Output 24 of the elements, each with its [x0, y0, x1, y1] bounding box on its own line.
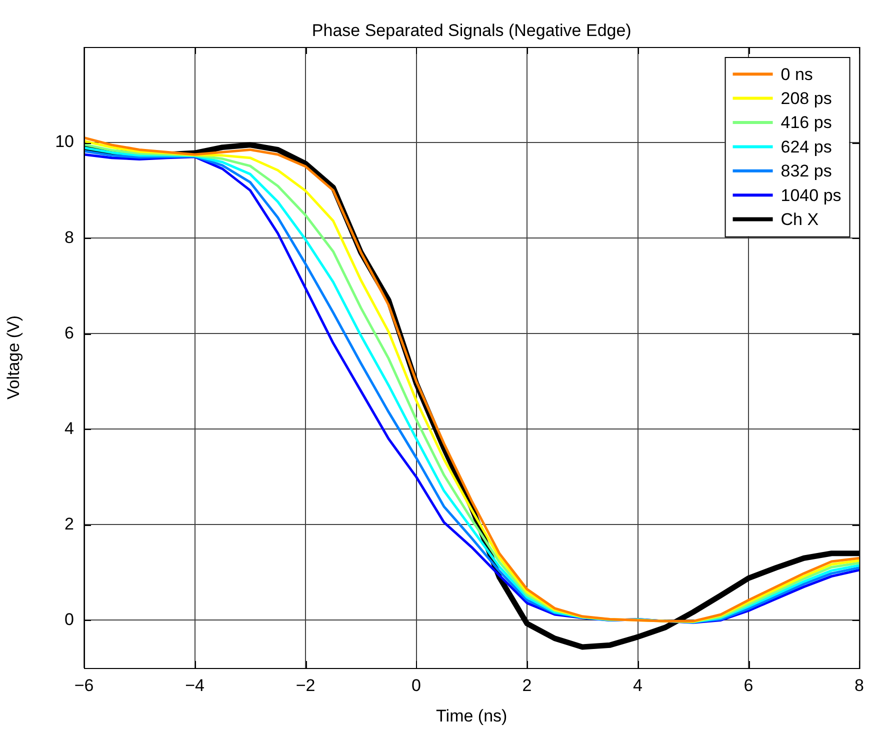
- y-tick-label: 8: [64, 228, 74, 247]
- legend-label: 208 ps: [780, 88, 832, 108]
- legend-label: 416 ps: [780, 113, 832, 132]
- x-tick-label: 4: [633, 676, 642, 695]
- legend-label: 1040 ps: [780, 186, 842, 205]
- legend-label: Ch X: [780, 210, 819, 229]
- y-tick-label: 10: [55, 132, 74, 152]
- legend-label: 624 ps: [780, 137, 832, 156]
- x-axis-title: Time (ns): [436, 706, 508, 726]
- y-tick-label: 4: [64, 418, 74, 438]
- y-tick-label: 2: [64, 514, 74, 534]
- x-tick-label: 6: [744, 676, 754, 695]
- legend-label: 0 ns: [780, 64, 813, 84]
- legend-label: 832 ps: [780, 162, 832, 181]
- x-tick-label: 2: [522, 676, 532, 695]
- x-tick-label: −4: [185, 676, 204, 695]
- x-tick-label: −6: [74, 676, 94, 695]
- x-tick-label: 8: [854, 676, 864, 695]
- chart-title: Phase Separated Signals (Negative Edge): [312, 21, 632, 40]
- x-tick-label: −2: [296, 676, 316, 695]
- y-axis-title: Voltage (V): [4, 315, 23, 400]
- x-tick-label: 0: [412, 676, 421, 695]
- y-tick-label: 0: [64, 610, 74, 629]
- y-tick-label: 6: [64, 323, 74, 342]
